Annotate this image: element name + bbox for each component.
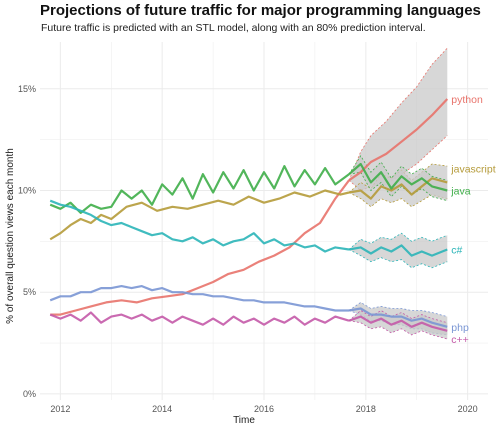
chart-title: Projections of future traffic for major … — [40, 2, 481, 19]
interval-upper-java — [348, 155, 448, 181]
x-axis-title: Time — [233, 415, 255, 423]
y-tick-label: 5% — [23, 287, 36, 297]
series-line-java — [49, 165, 350, 214]
series-label-javascript: javascript — [450, 163, 495, 175]
y-tick-label: 10% — [18, 185, 36, 195]
chart-subtitle: Future traffic is predicted with an STL … — [41, 22, 426, 34]
series-line-layer — [49, 98, 449, 332]
forecast-line-java — [348, 162, 448, 192]
prediction-interval-cpp — [349, 310, 448, 339]
y-tick-label: 15% — [18, 84, 36, 94]
series-label-csharp: c# — [451, 244, 462, 256]
series-line-javascript — [49, 189, 350, 241]
series-line-csharp — [49, 199, 350, 253]
interval-upper-csharp — [348, 232, 448, 250]
series-line-python — [50, 179, 350, 316]
series-label-java: java — [450, 185, 470, 197]
interval-lower-csharp — [348, 249, 448, 269]
interval-upper-php — [348, 301, 448, 317]
interval-lower-java — [348, 171, 448, 202]
prediction-interval-java — [349, 155, 448, 201]
x-tick-label: 2018 — [356, 404, 376, 414]
prediction-interval-python — [349, 48, 448, 191]
series-line-php — [49, 285, 349, 312]
interval-lower-cpp — [348, 320, 448, 340]
series-label-php: php — [451, 322, 469, 334]
forecast-line-php — [348, 307, 448, 328]
interval-lower-javascript — [348, 192, 448, 208]
x-tick-label: 2016 — [254, 404, 274, 414]
x-tick-label: 2020 — [458, 404, 478, 414]
x-tick-label: 2012 — [50, 404, 70, 414]
axis-layer: 0% 5% 10% 15% 2012 2014 2016 2018 2020 % of overa… — [5, 84, 478, 423]
forecast-line-csharp — [348, 244, 448, 257]
forecast-line-cpp — [348, 315, 448, 332]
interval-upper-javascript — [348, 163, 448, 193]
x-tick-label: 2014 — [152, 404, 172, 414]
interval-upper-cpp — [348, 310, 448, 324]
y-axis-title: % of overall question views each month — [5, 148, 16, 324]
series-label-cpp: c++ — [451, 334, 469, 346]
forecast-line-python — [348, 98, 449, 182]
y-tick-label: 0% — [23, 389, 36, 399]
interval-upper-python — [348, 47, 448, 181]
series-line-cpp — [49, 311, 350, 326]
series-label-python: python — [451, 94, 483, 106]
